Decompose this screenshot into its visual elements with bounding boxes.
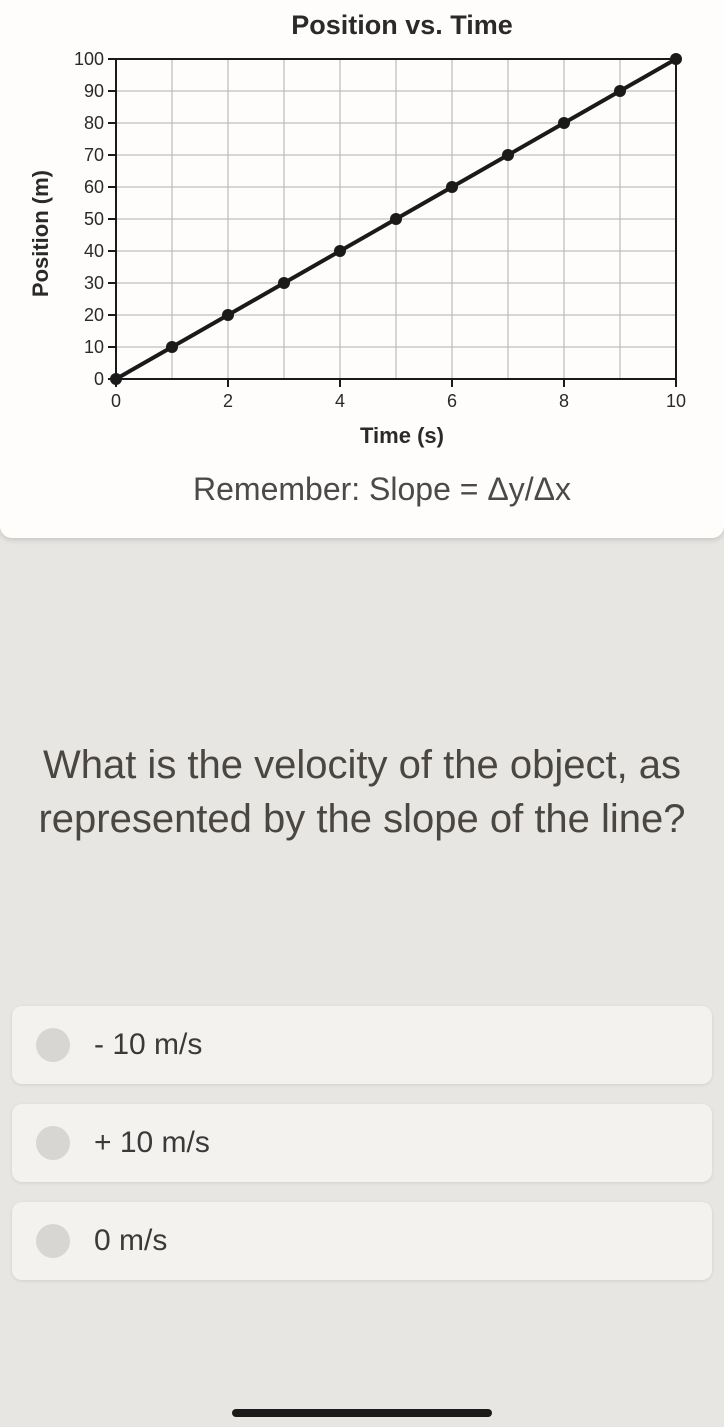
radio-icon xyxy=(36,1224,70,1258)
svg-text:60: 60 xyxy=(84,177,104,197)
svg-text:10: 10 xyxy=(666,391,686,411)
svg-text:30: 30 xyxy=(84,273,104,293)
svg-text:20: 20 xyxy=(84,305,104,325)
svg-text:4: 4 xyxy=(335,391,345,411)
answer-options: - 10 m/s + 10 m/s 0 m/s xyxy=(0,1006,724,1280)
svg-text:40: 40 xyxy=(84,241,104,261)
option-b[interactable]: + 10 m/s xyxy=(12,1104,712,1182)
chart-wrap: Position (m) 024681001020304050607080901… xyxy=(20,49,704,419)
svg-text:2: 2 xyxy=(223,391,233,411)
svg-text:6: 6 xyxy=(447,391,457,411)
option-label: - 10 m/s xyxy=(94,1028,202,1062)
svg-text:80: 80 xyxy=(84,113,104,133)
option-c[interactable]: 0 m/s xyxy=(12,1202,712,1280)
option-label: 0 m/s xyxy=(94,1224,167,1258)
chart-ylabel: Position (m) xyxy=(28,170,54,297)
svg-text:70: 70 xyxy=(84,145,104,165)
svg-text:0: 0 xyxy=(111,391,121,411)
option-label: + 10 m/s xyxy=(94,1126,210,1160)
svg-text:10: 10 xyxy=(84,337,104,357)
radio-icon xyxy=(36,1126,70,1160)
svg-text:90: 90 xyxy=(84,81,104,101)
chart-title: Position vs. Time xyxy=(100,10,704,41)
remember-text: Remember: Slope = Δy/Δx xyxy=(60,471,704,508)
question-text: What is the velocity of the object, as r… xyxy=(20,738,704,846)
position-time-chart: 02468100102030405060708090100 xyxy=(60,49,696,419)
svg-text:100: 100 xyxy=(74,49,104,69)
chart-xlabel: Time (s) xyxy=(100,423,704,449)
svg-text:8: 8 xyxy=(559,391,569,411)
option-a[interactable]: - 10 m/s xyxy=(12,1006,712,1084)
home-indicator[interactable] xyxy=(232,1409,492,1417)
svg-text:0: 0 xyxy=(94,369,104,389)
svg-text:50: 50 xyxy=(84,209,104,229)
chart-card: Position vs. Time Position (m) 024681001… xyxy=(0,0,724,538)
radio-icon xyxy=(36,1028,70,1062)
